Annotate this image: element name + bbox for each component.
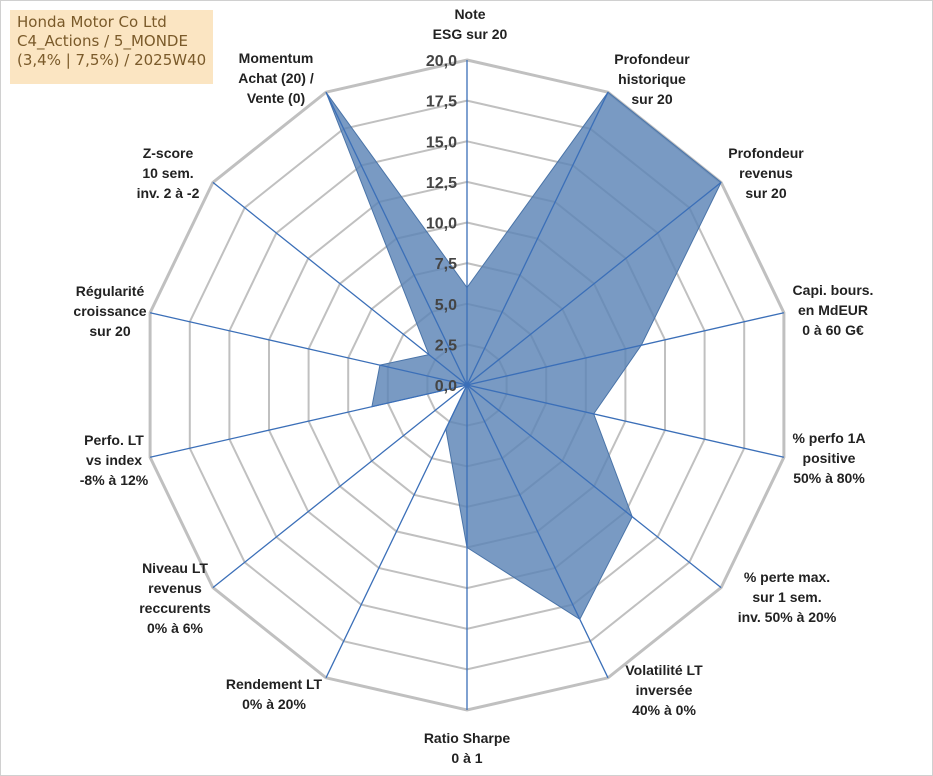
axis-label-line: 0 à 60 G€ xyxy=(802,322,864,338)
axis-label-2: Profondeur historique sur 20 xyxy=(614,51,690,107)
axis-label-line: 10 sem. xyxy=(142,165,193,181)
axis-label-5: % perfo 1A positive 50% à 80% xyxy=(792,430,865,486)
tick-label: 10,0 xyxy=(426,216,457,233)
axis-label-6: % perte max. sur 1 sem. inv. 50% à 20% xyxy=(738,569,837,625)
axis-label-line: 50% à 80% xyxy=(793,470,865,486)
tick-label: 2,5 xyxy=(435,337,457,354)
tick-label: 17,5 xyxy=(426,94,457,111)
axis-label-1: Note ESG sur 20 xyxy=(433,6,508,42)
axis-spoke-13 xyxy=(212,181,468,386)
axis-label-line: Momentum xyxy=(239,50,314,66)
axis-spoke-11 xyxy=(149,384,468,458)
axis-label-line: % perte max. xyxy=(744,569,830,585)
title-line-2: C4_Actions / 5_MONDE xyxy=(17,32,188,50)
axis-label-7: Volatilité LT inversée 40% à 0% xyxy=(625,662,703,718)
title-line-1: Honda Motor Co Ltd xyxy=(17,13,167,31)
tick-label: 7,5 xyxy=(435,256,457,273)
axis-spoke-2 xyxy=(466,91,609,386)
axis-label-line: 0% à 6% xyxy=(147,620,204,636)
axis-label-line: Ratio Sharpe xyxy=(424,730,511,746)
axis-spoke-6 xyxy=(466,384,722,589)
axis-label-line: Volatilité LT xyxy=(625,662,703,678)
axis-spoke-3 xyxy=(466,181,722,386)
axis-spoke-5 xyxy=(466,384,785,458)
axis-label-line: Profondeur xyxy=(614,51,690,67)
axis-label-line: Rendement LT xyxy=(226,676,323,692)
chart-title-box: Honda Motor Co Ltd C4_Actions / 5_MONDE … xyxy=(10,10,213,84)
axis-label-line: revenus xyxy=(739,165,793,181)
axis-label-line: ESG sur 20 xyxy=(433,26,508,42)
axis-label-line: positive xyxy=(803,450,856,466)
tick-label: 5,0 xyxy=(435,297,457,314)
tick-label: 15,0 xyxy=(426,134,457,151)
axis-label-line: Niveau LT xyxy=(142,560,208,576)
axis-spoke-4 xyxy=(466,312,785,386)
axis-label-14: Momentum Achat (20) / Vente (0) xyxy=(238,50,314,106)
axis-label-line: % perfo 1A xyxy=(792,430,865,446)
axis-label-line: Perfo. LT xyxy=(84,432,144,448)
axis-label-8: Ratio Sharpe 0 à 1 xyxy=(424,730,511,766)
axis-label-line: Capi. bours. xyxy=(793,282,874,298)
axis-label-line: -8% à 12% xyxy=(80,472,149,488)
axis-label-line: inv. 50% à 20% xyxy=(738,609,837,625)
axis-label-line: revenus xyxy=(148,580,202,596)
axis-label-line: vs index xyxy=(86,452,142,468)
axis-label-11: Perfo. LT vs index -8% à 12% xyxy=(80,432,149,488)
axis-label-line: sur 20 xyxy=(745,185,786,201)
axis-label-line: Régularité xyxy=(76,283,145,299)
axis-label-line: historique xyxy=(618,71,686,87)
axis-label-line: Note xyxy=(454,6,485,22)
axis-label-line: sur 20 xyxy=(89,323,130,339)
axis-label-line: Z-score xyxy=(143,145,194,161)
axis-label-line: Achat (20) / xyxy=(238,70,314,86)
axis-label-line: Vente (0) xyxy=(247,90,305,106)
axis-label-9: Rendement LT 0% à 20% xyxy=(226,676,323,712)
axis-label-4: Capi. bours. en MdEUR 0 à 60 G€ xyxy=(793,282,874,338)
axis-label-line: reccurents xyxy=(139,600,211,616)
axis-spoke-10 xyxy=(212,384,468,589)
axis-spoke-7 xyxy=(466,384,609,679)
axis-label-line: inversée xyxy=(636,682,693,698)
axis-label-13: Z-score 10 sem. inv. 2 à -2 xyxy=(137,145,200,201)
axis-label-line: 40% à 0% xyxy=(632,702,696,718)
axis-label-line: 0% à 20% xyxy=(242,696,306,712)
tick-label: 20,0 xyxy=(426,53,457,70)
axis-label-line: Profondeur xyxy=(728,145,804,161)
tick-label: 12,5 xyxy=(426,175,457,192)
title-line-3: (3,4% | 7,5%) / 2025W40 xyxy=(17,51,207,69)
axis-label-line: 0 à 1 xyxy=(451,750,482,766)
axis-label-line: croissance xyxy=(73,303,146,319)
axis-label-10: Niveau LT revenus reccurents 0% à 6% xyxy=(139,560,211,636)
axis-label-line: inv. 2 à -2 xyxy=(137,185,200,201)
axis-spoke-9 xyxy=(325,384,468,679)
axis-label-line: en MdEUR xyxy=(798,302,868,318)
axis-spoke-12 xyxy=(149,312,468,386)
tick-label: 0,0 xyxy=(435,378,457,395)
axis-label-line: sur 1 sem. xyxy=(752,589,821,605)
axis-label-line: sur 20 xyxy=(631,91,672,107)
axis-label-3: Profondeur revenus sur 20 xyxy=(728,145,804,201)
axis-spoke-14 xyxy=(325,91,468,386)
axis-label-12: Régularité croissance sur 20 xyxy=(73,283,146,339)
